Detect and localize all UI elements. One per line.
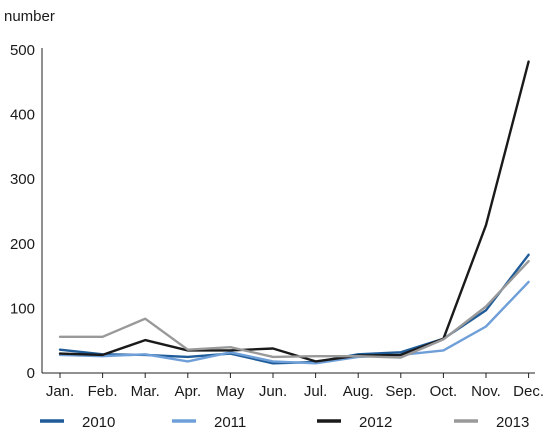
y-tick-label-500: 500 bbox=[10, 42, 35, 59]
legend-label-2010: 2010 bbox=[82, 414, 115, 431]
x-tick-label-6: Jul. bbox=[304, 383, 327, 400]
y-tick-label-400: 400 bbox=[10, 107, 35, 124]
y-tick-label-300: 300 bbox=[10, 171, 35, 188]
x-tick-label-10: Nov. bbox=[471, 383, 501, 400]
legend: 2010 2011 2012 2013 bbox=[40, 414, 529, 431]
series-lines bbox=[58, 60, 530, 365]
y-tick-label-100: 100 bbox=[10, 300, 35, 317]
series-line-2011 bbox=[58, 280, 530, 365]
x-tick-label-4: May bbox=[216, 383, 245, 400]
y-tick-label-0: 0 bbox=[27, 365, 35, 382]
x-tick-label-3: Apr. bbox=[174, 383, 201, 400]
x-tick-label-2: Mar. bbox=[131, 383, 160, 400]
x-tick-label-5: Jun. bbox=[259, 383, 287, 400]
series-line-2012 bbox=[58, 60, 530, 363]
y-axis-label: number bbox=[4, 8, 55, 25]
y-tick-labels: 0 100 200 300 400 500 bbox=[10, 42, 35, 382]
x-tick-label-11: Dec. bbox=[513, 383, 544, 400]
x-tick-label-9: Oct. bbox=[430, 383, 458, 400]
x-tick-label-8: Sep. bbox=[385, 383, 416, 400]
x-tick-label-1: Feb. bbox=[88, 383, 118, 400]
series-line-2013 bbox=[58, 260, 530, 359]
y-tick-label-200: 200 bbox=[10, 236, 35, 253]
legend-label-2011: 2011 bbox=[214, 414, 246, 431]
legend-label-2012: 2012 bbox=[359, 414, 392, 431]
x-tick-labels: Jan. Feb. Mar. Apr. May Jun. Jul. Aug. Sep. Oct. N… bbox=[46, 383, 544, 400]
x-tick-marks bbox=[59, 373, 530, 378]
series-line-2010 bbox=[58, 253, 530, 365]
legend-label-2013: 2013 bbox=[496, 414, 529, 431]
x-tick-label-0: Jan. bbox=[46, 383, 74, 400]
x-tick-label-7: Aug. bbox=[343, 383, 374, 400]
